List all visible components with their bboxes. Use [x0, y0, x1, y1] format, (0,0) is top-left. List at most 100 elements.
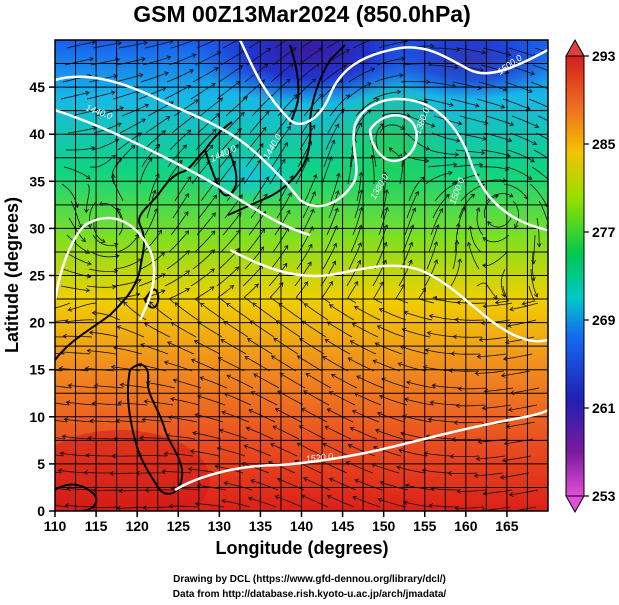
map-plot-area: 1440.0 1440.0 1440.0 1500.0 1500.0 1520.…	[37, 40, 548, 511]
streamline	[346, 260, 361, 287]
streamline	[509, 302, 539, 310]
streamline	[484, 195, 499, 219]
streamline-arrowhead	[110, 90, 116, 96]
streamline-arrowhead	[452, 334, 457, 340]
streamline	[144, 40, 174, 49]
streamline	[455, 506, 485, 509]
streamline-arrowhead	[273, 337, 278, 343]
streamline-arrowhead	[37, 433, 41, 437]
streamline	[274, 40, 288, 49]
streamline-arrowhead	[259, 246, 265, 252]
streamline-arrowhead	[500, 104, 506, 109]
streamline-arrowhead	[270, 355, 276, 360]
streamline	[301, 495, 329, 508]
streamline-arrowhead	[426, 331, 432, 336]
streamline-arrowhead	[210, 230, 216, 236]
streamline-arrowhead	[166, 55, 172, 61]
streamline-arrowhead	[508, 492, 514, 497]
streamline	[476, 455, 506, 460]
streamline-arrowhead	[83, 470, 88, 476]
streamline-arrowhead	[377, 497, 383, 503]
streamline-arrowhead	[199, 376, 205, 381]
streamline	[68, 384, 98, 389]
streamline-arrowhead	[91, 40, 96, 45]
colorbar-tick-label: 285	[592, 136, 616, 152]
colorbar-tick-label: 253	[592, 488, 616, 504]
credit-line-data: Data from http://database.rish.kyoto-u.a…	[172, 589, 447, 600]
streamline	[535, 132, 548, 140]
streamline-arrowhead	[482, 263, 487, 269]
streamline-arrowhead	[253, 373, 258, 378]
streamline	[424, 452, 454, 457]
streamline-arrowhead	[276, 477, 282, 483]
streamline-arrowhead	[421, 287, 426, 292]
streamline	[191, 359, 219, 372]
streamline	[352, 323, 379, 338]
streamline	[66, 401, 96, 406]
streamline	[510, 387, 540, 394]
streamline-arrowhead	[335, 189, 340, 195]
y-tick-label: 40	[29, 126, 45, 142]
streamline	[532, 64, 548, 72]
streamline-arrowhead	[311, 78, 317, 83]
streamline-arrowhead	[396, 89, 402, 95]
streamline	[403, 149, 429, 162]
streamline	[533, 234, 536, 264]
streamline	[223, 320, 249, 338]
streamline-arrowhead	[37, 334, 41, 338]
streamline	[500, 268, 506, 297]
streamline-arrowhead	[85, 287, 91, 293]
streamline	[329, 304, 355, 321]
streamline-arrowhead	[214, 67, 219, 72]
streamline-arrowhead	[299, 338, 304, 343]
x-tick-label: 160	[454, 518, 478, 534]
streamline	[63, 166, 91, 180]
streamline	[171, 114, 195, 134]
streamline	[221, 500, 251, 508]
streamline-arrowhead	[220, 339, 226, 344]
streamline	[95, 107, 124, 117]
streamline	[352, 40, 373, 49]
y-tick-label: 25	[29, 268, 45, 284]
green-low-east	[330, 75, 450, 215]
streamline-arrowhead	[42, 308, 46, 312]
streamline	[195, 414, 224, 423]
streamline	[350, 427, 378, 440]
x-axis-ticks: 110 115 120 125 130 135 140 145 150 155 160 165	[44, 511, 519, 534]
streamline-arrowhead	[266, 48, 272, 53]
streamline-arrowhead	[110, 364, 116, 370]
streamline-arrowhead	[185, 250, 190, 255]
streamline-arrowhead	[455, 222, 461, 228]
streamline-arrowhead	[85, 90, 90, 96]
streamline	[139, 157, 153, 185]
streamline-arrowhead	[533, 292, 539, 298]
streamline-arrowhead	[400, 431, 405, 436]
streamline	[500, 472, 530, 479]
streamline	[270, 245, 289, 270]
streamline	[250, 479, 279, 491]
streamline	[190, 82, 216, 100]
streamline	[65, 319, 95, 323]
streamline-arrowhead	[349, 340, 355, 345]
streamline	[278, 302, 303, 321]
streamline	[244, 356, 271, 372]
streamline-arrowhead	[454, 317, 459, 323]
streamline-arrowhead	[378, 308, 384, 313]
streamline	[322, 243, 337, 270]
streamline-arrowhead	[509, 121, 515, 127]
streamline	[279, 373, 306, 389]
streamline	[424, 259, 438, 287]
streamline	[89, 154, 116, 168]
streamline	[55, 302, 71, 309]
streamline-arrowhead	[155, 143, 161, 149]
streamline	[276, 192, 292, 219]
streamline	[300, 40, 314, 49]
streamline-arrowhead	[430, 123, 436, 128]
streamline	[456, 47, 486, 54]
streamline-arrowhead	[165, 116, 171, 121]
x-tick-label: 145	[331, 518, 355, 534]
streamline	[453, 336, 483, 338]
streamline-arrowhead	[532, 140, 538, 146]
streamline-arrowhead	[275, 320, 281, 325]
streamline	[162, 471, 192, 474]
